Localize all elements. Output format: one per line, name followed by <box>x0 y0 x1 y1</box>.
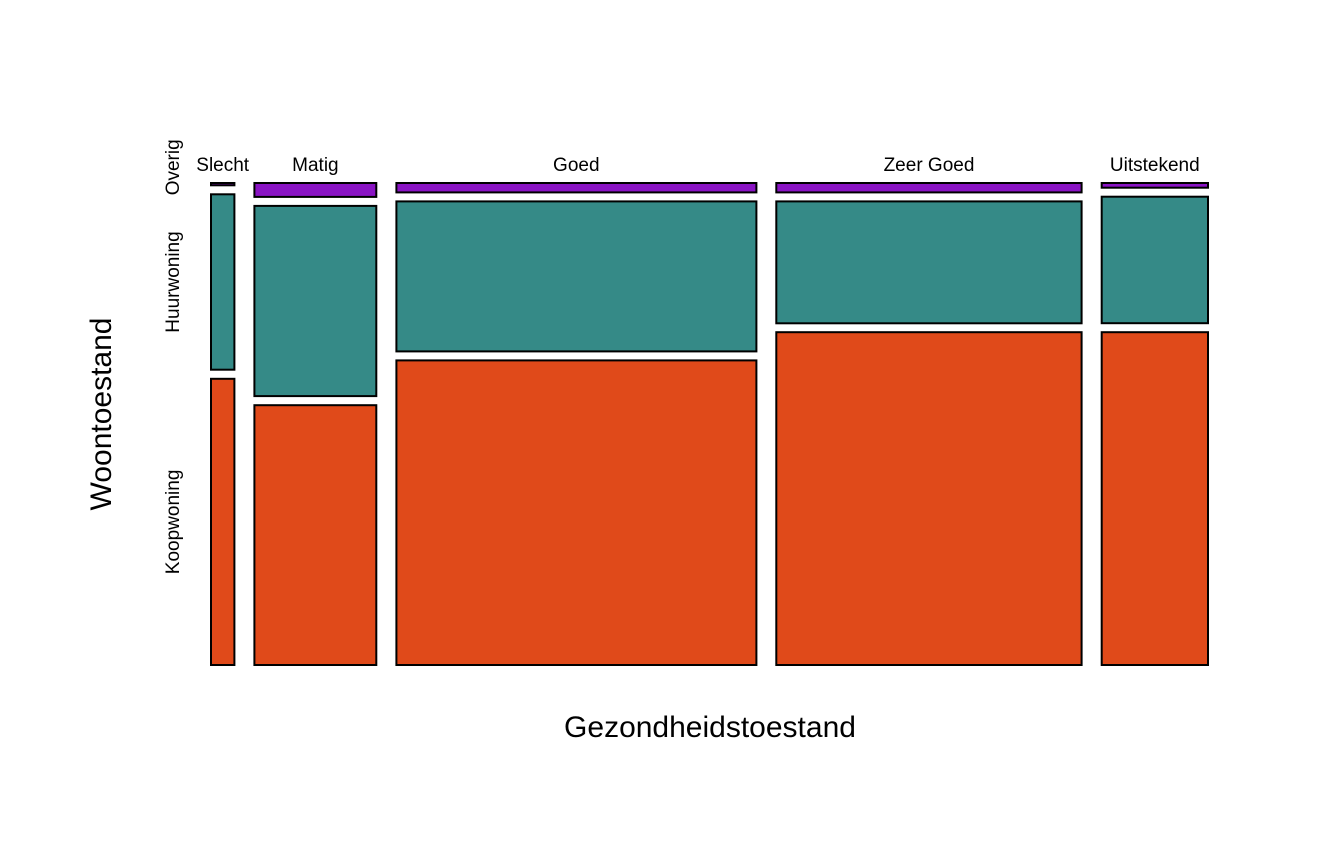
y-tick-overig: Overig <box>163 139 184 195</box>
x-tick-uitstekend: Uitstekend <box>1110 155 1200 176</box>
tile-uitstekend-huurwoning <box>1100 195 1209 325</box>
tile-slecht-koopwoning <box>210 377 236 666</box>
x-tick-labels: Slecht Matig Goed Zeer Goed Uitstekend <box>196 155 1199 176</box>
y-tick-huurwoning: Huurwoning <box>163 231 184 332</box>
y-tick-koopwoning: Koopwoning <box>163 470 184 575</box>
tile-zeer-goed-koopwoning <box>775 331 1083 666</box>
tile-goed-koopwoning <box>395 359 758 666</box>
tile-zeer-goed-huurwoning <box>775 200 1083 325</box>
tile-matig-overig <box>253 182 378 198</box>
x-tick-goed: Goed <box>553 155 599 176</box>
tile-matig-huurwoning <box>253 204 378 398</box>
tile-goed-overig <box>395 182 758 194</box>
x-tick-slecht: Slecht <box>196 155 250 176</box>
mosaic-tiles <box>210 182 1209 666</box>
y-tick-labels: Koopwoning Huurwoning Overig <box>163 139 184 574</box>
tile-zeer-goed-overig <box>775 182 1083 194</box>
x-tick-matig: Matig <box>292 155 338 176</box>
y-axis-label: Woontoestand <box>85 318 118 511</box>
x-axis-label: Gezondheidstoestand <box>564 711 856 744</box>
tile-slecht-overig <box>210 182 236 187</box>
tile-goed-huurwoning <box>395 200 758 353</box>
x-tick-zeer-goed: Zeer Goed <box>884 155 975 176</box>
tile-uitstekend-koopwoning <box>1100 331 1209 666</box>
tile-slecht-huurwoning <box>210 193 236 371</box>
tile-uitstekend-overig <box>1100 182 1209 189</box>
tile-matig-koopwoning <box>253 404 378 666</box>
